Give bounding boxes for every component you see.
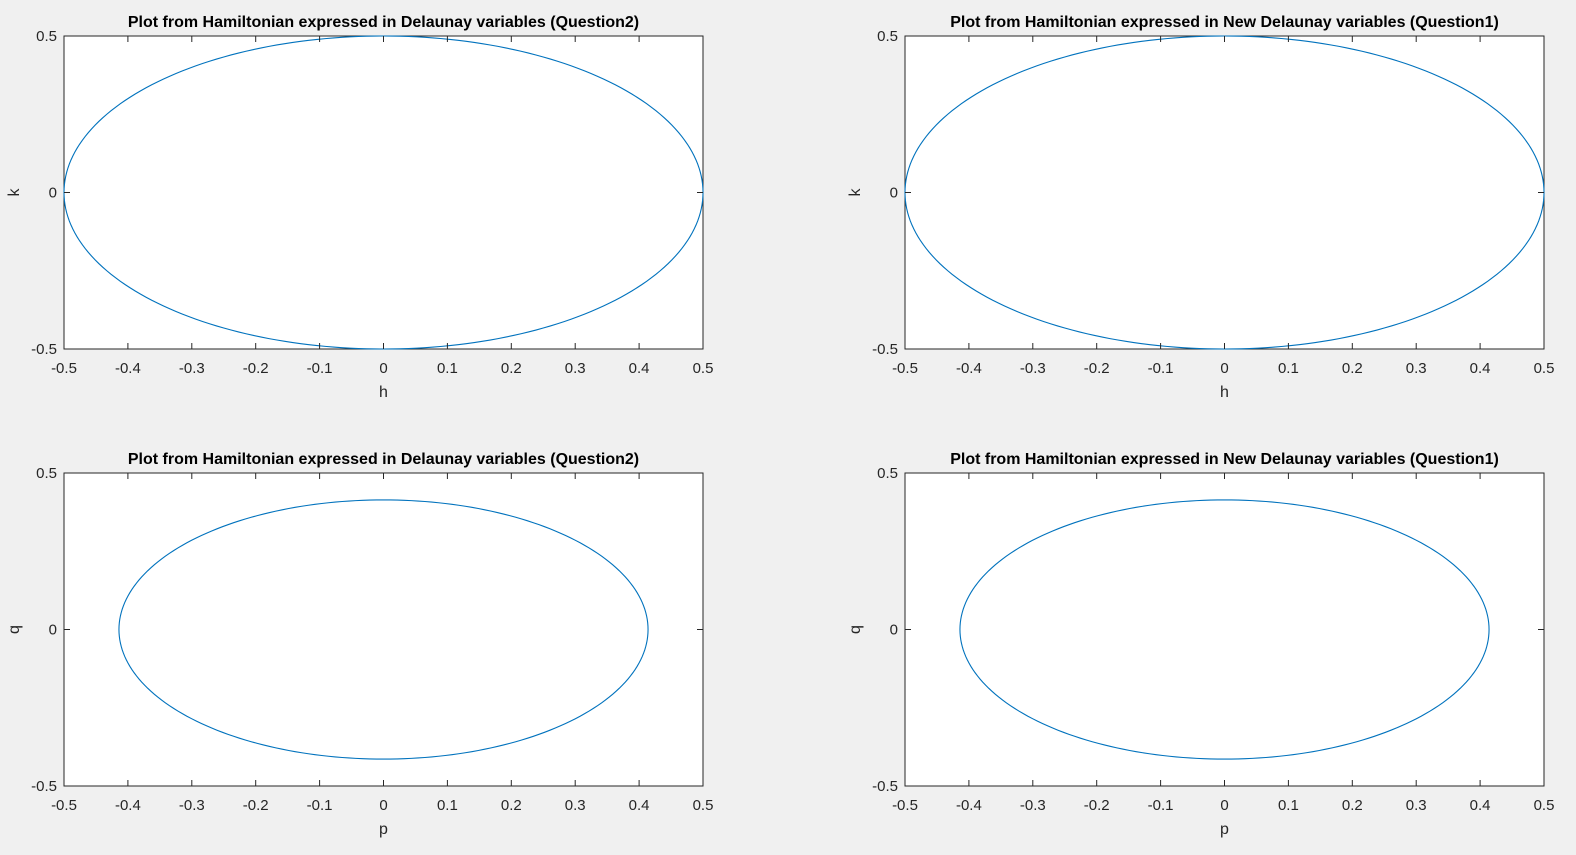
x-tick-label: 0.2 xyxy=(1342,797,1363,814)
x-axis-label: h xyxy=(379,384,388,401)
y-tick-label: -0.5 xyxy=(872,341,898,358)
x-tick-label: 0.5 xyxy=(1534,797,1555,814)
x-tick-label: 0 xyxy=(379,360,387,377)
x-tick-label: 0.2 xyxy=(501,360,522,377)
x-tick-label: 0.3 xyxy=(1406,360,1427,377)
x-tick-label: 0.1 xyxy=(1278,360,1299,377)
x-tick-label: 0 xyxy=(1220,797,1228,814)
y-axis-label: q xyxy=(6,625,23,634)
y-axis-label: q xyxy=(847,625,864,634)
x-tick-label: -0.4 xyxy=(956,797,982,814)
x-axis-label: p xyxy=(1220,821,1229,838)
x-tick-label: 0.4 xyxy=(1470,797,1491,814)
x-tick-label: -0.3 xyxy=(179,360,205,377)
y-axis-label: k xyxy=(847,188,864,197)
axes-box xyxy=(904,35,1545,350)
y-tick-label: -0.5 xyxy=(872,778,898,795)
x-tick-label: 0.5 xyxy=(693,360,714,377)
x-tick-label: -0.1 xyxy=(307,797,333,814)
x-tick-label: -0.2 xyxy=(243,360,269,377)
x-tick-label: -0.3 xyxy=(1020,360,1046,377)
x-tick-label: 0.3 xyxy=(1406,797,1427,814)
chart-title: Plot from Hamiltonian expressed in Delau… xyxy=(128,451,639,468)
x-tick-label: 0.1 xyxy=(1278,797,1299,814)
y-tick-label: -0.5 xyxy=(31,341,57,358)
x-tick-label: 0 xyxy=(379,797,387,814)
axes-box xyxy=(63,472,704,787)
x-tick-label: -0.5 xyxy=(51,360,77,377)
subplot-3: -0.5 -0.4 -0.3 -0.2 -0.1 0 0.1 0.2 0.3 0.4 0.5 -0.5… xyxy=(6,451,713,838)
y-tick-label: -0.5 xyxy=(31,778,57,795)
y-tick-label: 0.5 xyxy=(877,465,898,482)
x-axis-label: p xyxy=(379,821,388,838)
x-tick-label: -0.5 xyxy=(51,797,77,814)
x-tick-label: 0.4 xyxy=(1470,360,1491,377)
x-tick-label: -0.4 xyxy=(956,360,982,377)
subplot-1: -0.5 -0.4 -0.3 -0.2 -0.1 0 0.1 0.2 0.3 0.4 0.5 -0.5… xyxy=(6,14,713,401)
x-tick-label: -0.5 xyxy=(892,797,918,814)
y-axis-label: k xyxy=(6,188,23,197)
x-tick-label: -0.3 xyxy=(1020,797,1046,814)
x-tick-label: -0.2 xyxy=(243,797,269,814)
x-tick-label: 0.5 xyxy=(693,797,714,814)
subplot-2: -0.5 -0.4 -0.3 -0.2 -0.1 0 0.1 0.2 0.3 0.4 0.5 -0.5… xyxy=(847,14,1554,401)
x-tick-label: 0.5 xyxy=(1534,360,1555,377)
x-tick-label: -0.2 xyxy=(1084,360,1110,377)
y-tick-label: 0.5 xyxy=(877,28,898,45)
x-tick-label: 0.1 xyxy=(437,360,458,377)
series-line xyxy=(959,499,1490,760)
x-tick-label: 0.2 xyxy=(1342,360,1363,377)
axes-box xyxy=(63,35,704,350)
subplot-4: -0.5 -0.4 -0.3 -0.2 -0.1 0 0.1 0.2 0.3 0.4 0.5 -0.5… xyxy=(847,451,1554,838)
x-axis-label: h xyxy=(1220,384,1229,401)
x-tick-label: 0.4 xyxy=(629,797,650,814)
y-tick-label: 0 xyxy=(49,622,57,639)
x-tick-label: -0.1 xyxy=(307,360,333,377)
x-tick-label: -0.1 xyxy=(1148,797,1174,814)
x-tick-label: 0.4 xyxy=(629,360,650,377)
x-tick-label: -0.5 xyxy=(892,360,918,377)
series-line xyxy=(118,499,649,760)
x-tick-label: -0.3 xyxy=(179,797,205,814)
y-tick-label: 0.5 xyxy=(36,465,57,482)
y-tick-label: 0 xyxy=(49,185,57,202)
x-tick-label: -0.4 xyxy=(115,360,141,377)
x-tick-label: 0.2 xyxy=(501,797,522,814)
x-tick-label: -0.4 xyxy=(115,797,141,814)
chart-title: Plot from Hamiltonian expressed in New D… xyxy=(950,14,1499,31)
x-tick-label: 0 xyxy=(1220,360,1228,377)
x-tick-label: 0.3 xyxy=(565,797,586,814)
chart-title: Plot from Hamiltonian expressed in New D… xyxy=(950,451,1499,468)
x-tick-label: 0.1 xyxy=(437,797,458,814)
axes-box xyxy=(904,472,1545,787)
x-tick-label: -0.1 xyxy=(1148,360,1174,377)
x-tick-label: 0.3 xyxy=(565,360,586,377)
y-tick-label: 0.5 xyxy=(36,28,57,45)
chart-title: Plot from Hamiltonian expressed in Delau… xyxy=(128,14,639,31)
y-tick-label: 0 xyxy=(890,622,898,639)
x-tick-label: -0.2 xyxy=(1084,797,1110,814)
y-tick-label: 0 xyxy=(890,185,898,202)
